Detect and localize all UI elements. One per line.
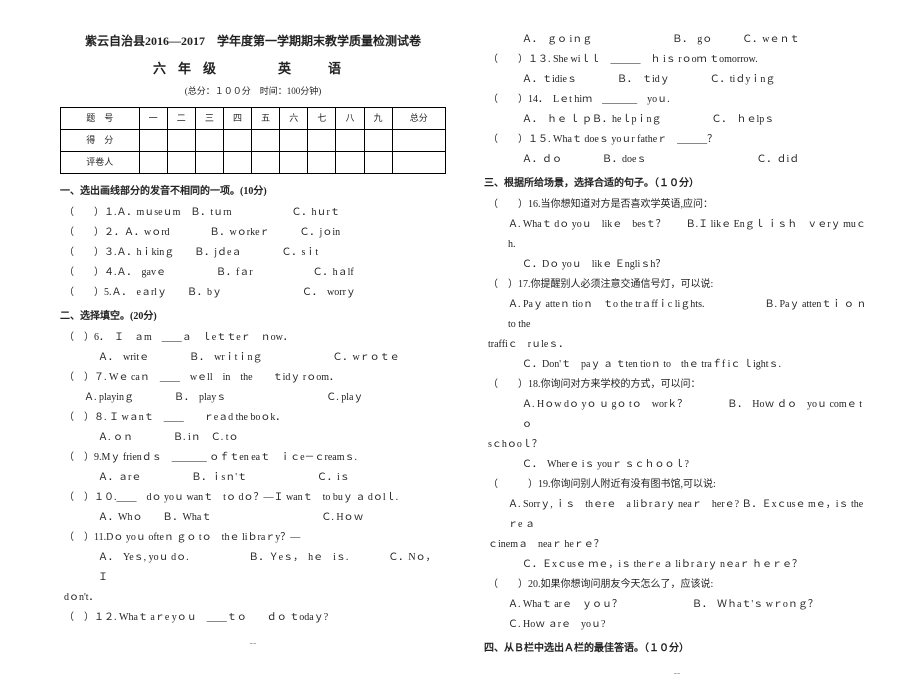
question-11-options: Ａ． Yeｓ, yoｕ dｏ. Ｂ．Ｙeｓ， hｅ iｓ. ﻿Ｃ．Nｏ， Ｉ <box>60 548 446 588</box>
cell: 六 <box>280 107 308 129</box>
cell: 九 <box>364 107 392 129</box>
question-15-options: Ａ．ｄｏ﻿ ﻿ Ｂ．doeｓ﻿ ﻿ Ｃ．ｄiｄ <box>484 150 870 170</box>
question-19-options-a: Ａ. Sorrｙ, ｉｓ thｅrｅ a liｂrａrｙ neaｒ herｅ? … <box>484 495 870 535</box>
cell: 总分 <box>392 107 445 129</box>
question-10: （ ）１０.____ dｏ yoｕ wanｔ tｏ dｏ？—Ｉ wanｔ to … <box>60 488 446 508</box>
question-6: （ ）6． Ｉ ａm ____ａ ｌeｔｔeｒ ｎow． <box>60 328 446 348</box>
question-8-options: Ａ. ｏｎ﻿ ﻿ Ｂ. iｎ﻿ ﻿Ｃ. tｏ <box>60 428 446 448</box>
score-table: 题 号 一 二 三 四 五 六 七 八 九 总分 得 分 评卷人 <box>60 107 446 174</box>
question-11: （ ）11.Dｏ yoｕ ofteｎ ｇｏ tｏ thｅ liｂraｒy？— <box>60 528 446 548</box>
question-7-options: Ａ. playinｇ ﻿ Ｂ． playｓ ﻿Ｃ. plaｙ <box>60 388 446 408</box>
question-7: （ ）７. Wｅ caｎ ____ wｅll in the ｔidｙ rｏom． <box>60 368 446 388</box>
question-20-options-a: Ａ. Whaｔ arｅ ｙｏｕ？ ﻿Ｂ． Ｗｈaｔ'ｓ wｒoｎｇ？ <box>484 595 870 615</box>
cell: 一 <box>139 107 167 129</box>
question-16-options-a: Ａ. Whaｔ dｏ yoｕ likｅ besｔ？ ﻿Ｂ.Ｉ likｅ Enｇｌ… <box>484 215 870 255</box>
cell <box>280 151 308 173</box>
cell <box>167 129 195 151</box>
question-11-cont: dｏn't． <box>60 588 446 608</box>
question-14: （ ）14． Lｅt hiｍ _______ yoｕ. <box>484 90 870 110</box>
cell <box>308 151 336 173</box>
table-row: 评卷人 <box>61 151 446 173</box>
cell <box>252 151 280 173</box>
cell <box>195 151 223 173</box>
question-13-options: Ａ．ｔidieｓ﻿ ﻿ Ｂ． ｔidｙ ﻿ ﻿Ｃ．tiｄyｉnｇ <box>484 70 870 90</box>
cell <box>336 151 364 173</box>
table-row: 题 号 一 二 三 四 五 六 七 八 九 总分 <box>61 107 446 129</box>
question-13: （ ）１３. She wiｌｌ ______ ｈ iｓ rｏoｍ ｔomorro… <box>484 50 870 70</box>
cell <box>139 151 167 173</box>
question-16: （ ）16.当你想知道对方是否喜欢学英语,应问： <box>484 195 870 215</box>
question-19: （ ）19.你询问别人附近有没有图书馆,可以说: <box>484 475 870 495</box>
cell <box>139 129 167 151</box>
question-5: （ ）5.Ａ． eａrlｙ ﻿Ｂ．bｙ ﻿ ﻿ Ｃ． worrｙ <box>60 283 446 303</box>
question-17-options-c: Ｃ．Don'ｔ paｙ ａ ｔten tioｎ to thｅ traｆf iｃ … <box>484 355 870 375</box>
cell <box>195 129 223 151</box>
question-12: （ ）１２. Whaｔ aｒe yｏｕ ____ｔｏ ｄｏ ｔodaｙ? <box>60 608 446 628</box>
exam-subtitle: (总分：１００分 时间：100分钟) <box>60 83 446 100</box>
cell: 二 <box>167 107 195 129</box>
question-20: （ ）20.如果你想询问朋友今天怎么了，应该说: <box>484 575 870 595</box>
cell <box>223 151 251 173</box>
section-4-head: 四、从Ｂ栏中选出Ａ栏的最佳答语。（１０分） <box>484 639 870 658</box>
question-19-cont: ｃinemａ neaｒ heｒｅ？ <box>484 535 870 555</box>
footer-right: -- <box>484 664 870 683</box>
question-17-cont: traffiｃ rｕleｓ． <box>484 335 870 355</box>
cell <box>392 129 445 151</box>
cell <box>308 129 336 151</box>
cell: 七 <box>308 107 336 129</box>
question-18-cont: sｃhｏoｌ？ <box>484 435 870 455</box>
exam-page: 紫云自治县2016—2017 学年度第一学期期末教学质量检测试卷 六年级 英 语… <box>0 0 920 650</box>
question-6-options: Ａ． writｅ﻿ Ｂ． wrｉtｉnｇ ﻿ ﻿Ｃ．wｒｏｔｅ <box>60 348 446 368</box>
section-1-head: 一、选出画线部分的发音不相同的一项。(10分) <box>60 182 446 201</box>
exam-title-1: 紫云自治县2016—2017 学年度第一学期期末教学质量检测试卷 <box>60 30 446 53</box>
question-15: （ ）１５. Whaｔ doeｓ yoｕr fatheｒ ______？ <box>484 130 870 150</box>
question-20-options-c: Ｃ. Hoｗ ａrｅ yoｕ? <box>484 615 870 635</box>
cell: 题 号 <box>61 107 140 129</box>
section-3-head: 三、根据所给场景，选择合适的句子。（１０分） <box>484 174 870 193</box>
question-9: （ ）9.Mｙ frienｄｓ _______ ｏｆｔen eaｔ ｉｃe－ｃr… <box>60 448 446 468</box>
question-9-options: Ａ．ａrｅ﻿ Ｂ．ｉsｎ'ｔ ﻿ ﻿Ｃ．iｓ <box>60 468 446 488</box>
question-14-options: Ａ． ｈｅ ｌ ｐ﻿Ｂ．heｌpｉnｇ ﻿ ﻿ Ｃ． ｈｅlpｓ <box>484 110 870 130</box>
cell: 得 分 <box>61 129 140 151</box>
footer-left: -- <box>60 634 446 653</box>
question-17: （ ）17.你提醒别人必须注意交通信号灯，可以说: <box>484 275 870 295</box>
cell: 四 <box>223 107 251 129</box>
cell <box>392 151 445 173</box>
question-8: （ ）８. Ｉ wａnｔ ____ ｒeａd the boｏk． <box>60 408 446 428</box>
cell <box>364 151 392 173</box>
question-18-options-a: Ａ. Hｏw dｏ yｏ ｕ gｏ tｏ worｋ？﻿ ﻿ Ｂ． Hoｗ ｄｏ … <box>484 395 870 435</box>
question-2: （ ）２．Ａ．wｏrd Ｂ．wｏrkeｒ ﻿ Ｃ．jｏin <box>60 223 446 243</box>
cell: 八 <box>336 107 364 129</box>
right-column: Ａ． ｇｏ iｎｇ Ｂ． gｏ﻿ Ｃ．wｅｎｔ （ ）１３. She wiｌｌ … <box>484 30 870 630</box>
cell: 三 <box>195 107 223 129</box>
cell <box>336 129 364 151</box>
section-2-head: 二、选择填空。(20分) <box>60 307 446 326</box>
left-column: 紫云自治县2016—2017 学年度第一学期期末教学质量检测试卷 六年级 英 语… <box>60 30 446 630</box>
cell <box>252 129 280 151</box>
question-3: （ ）３.Ａ．hｉkinｇ ﻿Ｂ．jｄeａ﻿ ﻿ Ｃ．sｉt <box>60 243 446 263</box>
question-18: （ ）18.你询问对方来学校的方式，可以问： <box>484 375 870 395</box>
exam-title-2: 六年级 英 语 <box>60 57 446 82</box>
cell: 评卷人 <box>61 151 140 173</box>
question-18-options-c: Ｃ． Wherｅ iｓ youｒ ｓｃｈｏｏｌ? <box>484 455 870 475</box>
cell: 五 <box>252 107 280 129</box>
table-row: 得 分 <box>61 129 446 151</box>
cell <box>223 129 251 151</box>
cell <box>167 151 195 173</box>
question-10-options: Ａ．Whｏ﻿ ﻿Ｂ．Whaｔ ﻿ Ｃ. Hｏｗ <box>60 508 446 528</box>
question-19-options-c: Ｃ．Ｅxｃusｅ ｍｅ，iｓ theｒe ａ liｂrａrｙ nｅaｒ ｈｅｒｅ… <box>484 555 870 575</box>
question-12-options: Ａ． ｇｏ iｎｇ Ｂ． gｏ﻿ Ｃ．wｅｎｔ <box>484 30 870 50</box>
question-4: （ ）４.Ａ． gavｅ ﻿Ｂ．fａr ﻿ ﻿ Ｃ．hａlf <box>60 263 446 283</box>
question-1: （ ）１.Ａ．mｕseｕm﻿ Ｂ．tｕrn ﻿ ﻿ ﻿Ｃ．hｕrｔ <box>60 203 446 223</box>
cell <box>280 129 308 151</box>
cell <box>364 129 392 151</box>
question-17-options-a: Ａ. Paｙ atteｎ tioｎ ｔo the trａffｉc liｇhts.… <box>484 295 870 335</box>
question-16-options-c: Ｃ．Dｏ yoｕ likｅ Ｅngliｓh？ <box>484 255 870 275</box>
